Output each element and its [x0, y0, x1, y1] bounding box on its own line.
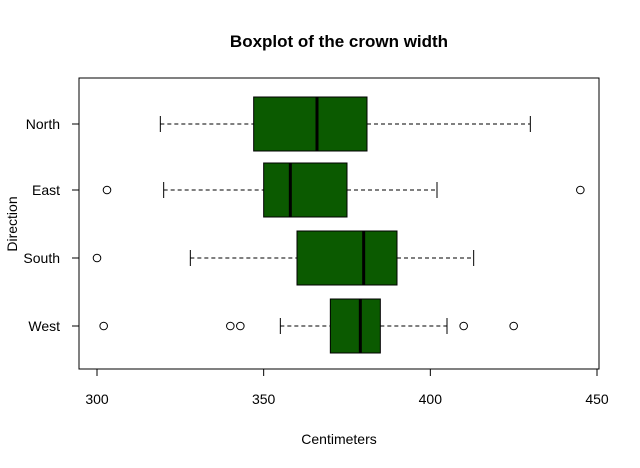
y-axis-label: Direction	[4, 196, 20, 251]
iqr-box	[263, 162, 348, 218]
box-group-east	[102, 162, 585, 218]
outlier-point	[92, 253, 102, 263]
y-axis: North East South West	[23, 116, 79, 334]
outlier-point	[226, 321, 235, 331]
outlier-point	[102, 185, 112, 195]
outlier-point	[99, 321, 108, 331]
y-tick-label: North	[26, 116, 60, 132]
y-tick-label: West	[28, 318, 60, 334]
outlier-point	[459, 321, 468, 331]
chart-title: Boxplot of the crown width	[230, 32, 448, 51]
iqr-box	[253, 96, 368, 152]
outlier-point	[576, 185, 585, 195]
boxes-layer	[92, 96, 585, 354]
x-axis: 300 350 400 450	[85, 368, 609, 407]
box-group-west	[99, 298, 518, 354]
iqr-box	[329, 298, 381, 354]
outlier-point	[236, 321, 245, 331]
box-group-south	[92, 230, 475, 286]
x-tick-label: 450	[585, 391, 609, 407]
outlier-point	[509, 321, 518, 331]
y-tick-label: East	[32, 182, 60, 198]
y-tick-label: South	[23, 250, 60, 266]
x-tick-label: 300	[85, 391, 109, 407]
x-tick-label: 350	[252, 391, 276, 407]
x-tick-label: 400	[419, 391, 443, 407]
iqr-box	[296, 230, 398, 286]
box-group-north	[159, 96, 531, 152]
x-axis-label: Centimeters	[301, 431, 376, 447]
